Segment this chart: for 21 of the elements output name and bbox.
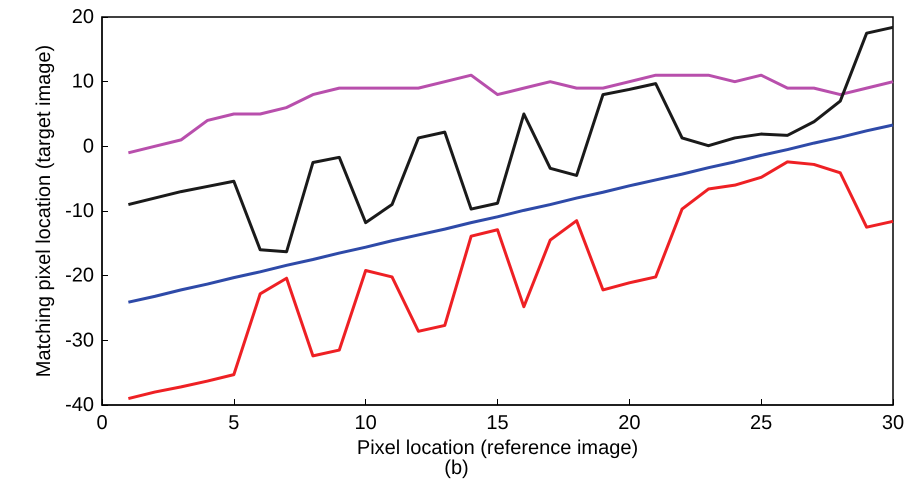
x-tick-label: 0 [96,412,108,434]
line-series [126,160,894,400]
y-tick-label: -40 [65,394,94,416]
x-tick-label: 20 [618,412,640,434]
x-axis-title: Pixel location (reference image) [356,436,638,459]
y-tick-label: 0 [82,135,94,158]
y-tick-label: -20 [65,264,94,287]
line-series [126,26,894,254]
line-series [126,123,894,304]
x-tick-label: 5 [228,412,240,434]
x-tick-label: 30 [882,412,904,434]
y-tick-label: -30 [65,329,94,352]
text: (b) [444,457,469,479]
y-tick-label: -10 [65,200,94,222]
line-series [126,74,894,154]
y-tick-label: 20 [72,6,94,28]
x-tick-label: 25 [750,412,772,434]
x-tick-label: 15 [486,412,509,434]
y-tick-label: 10 [72,70,94,93]
y-axis-title: Matching pixel location (target image) [33,44,55,378]
x-tick-label: 10 [354,412,377,434]
